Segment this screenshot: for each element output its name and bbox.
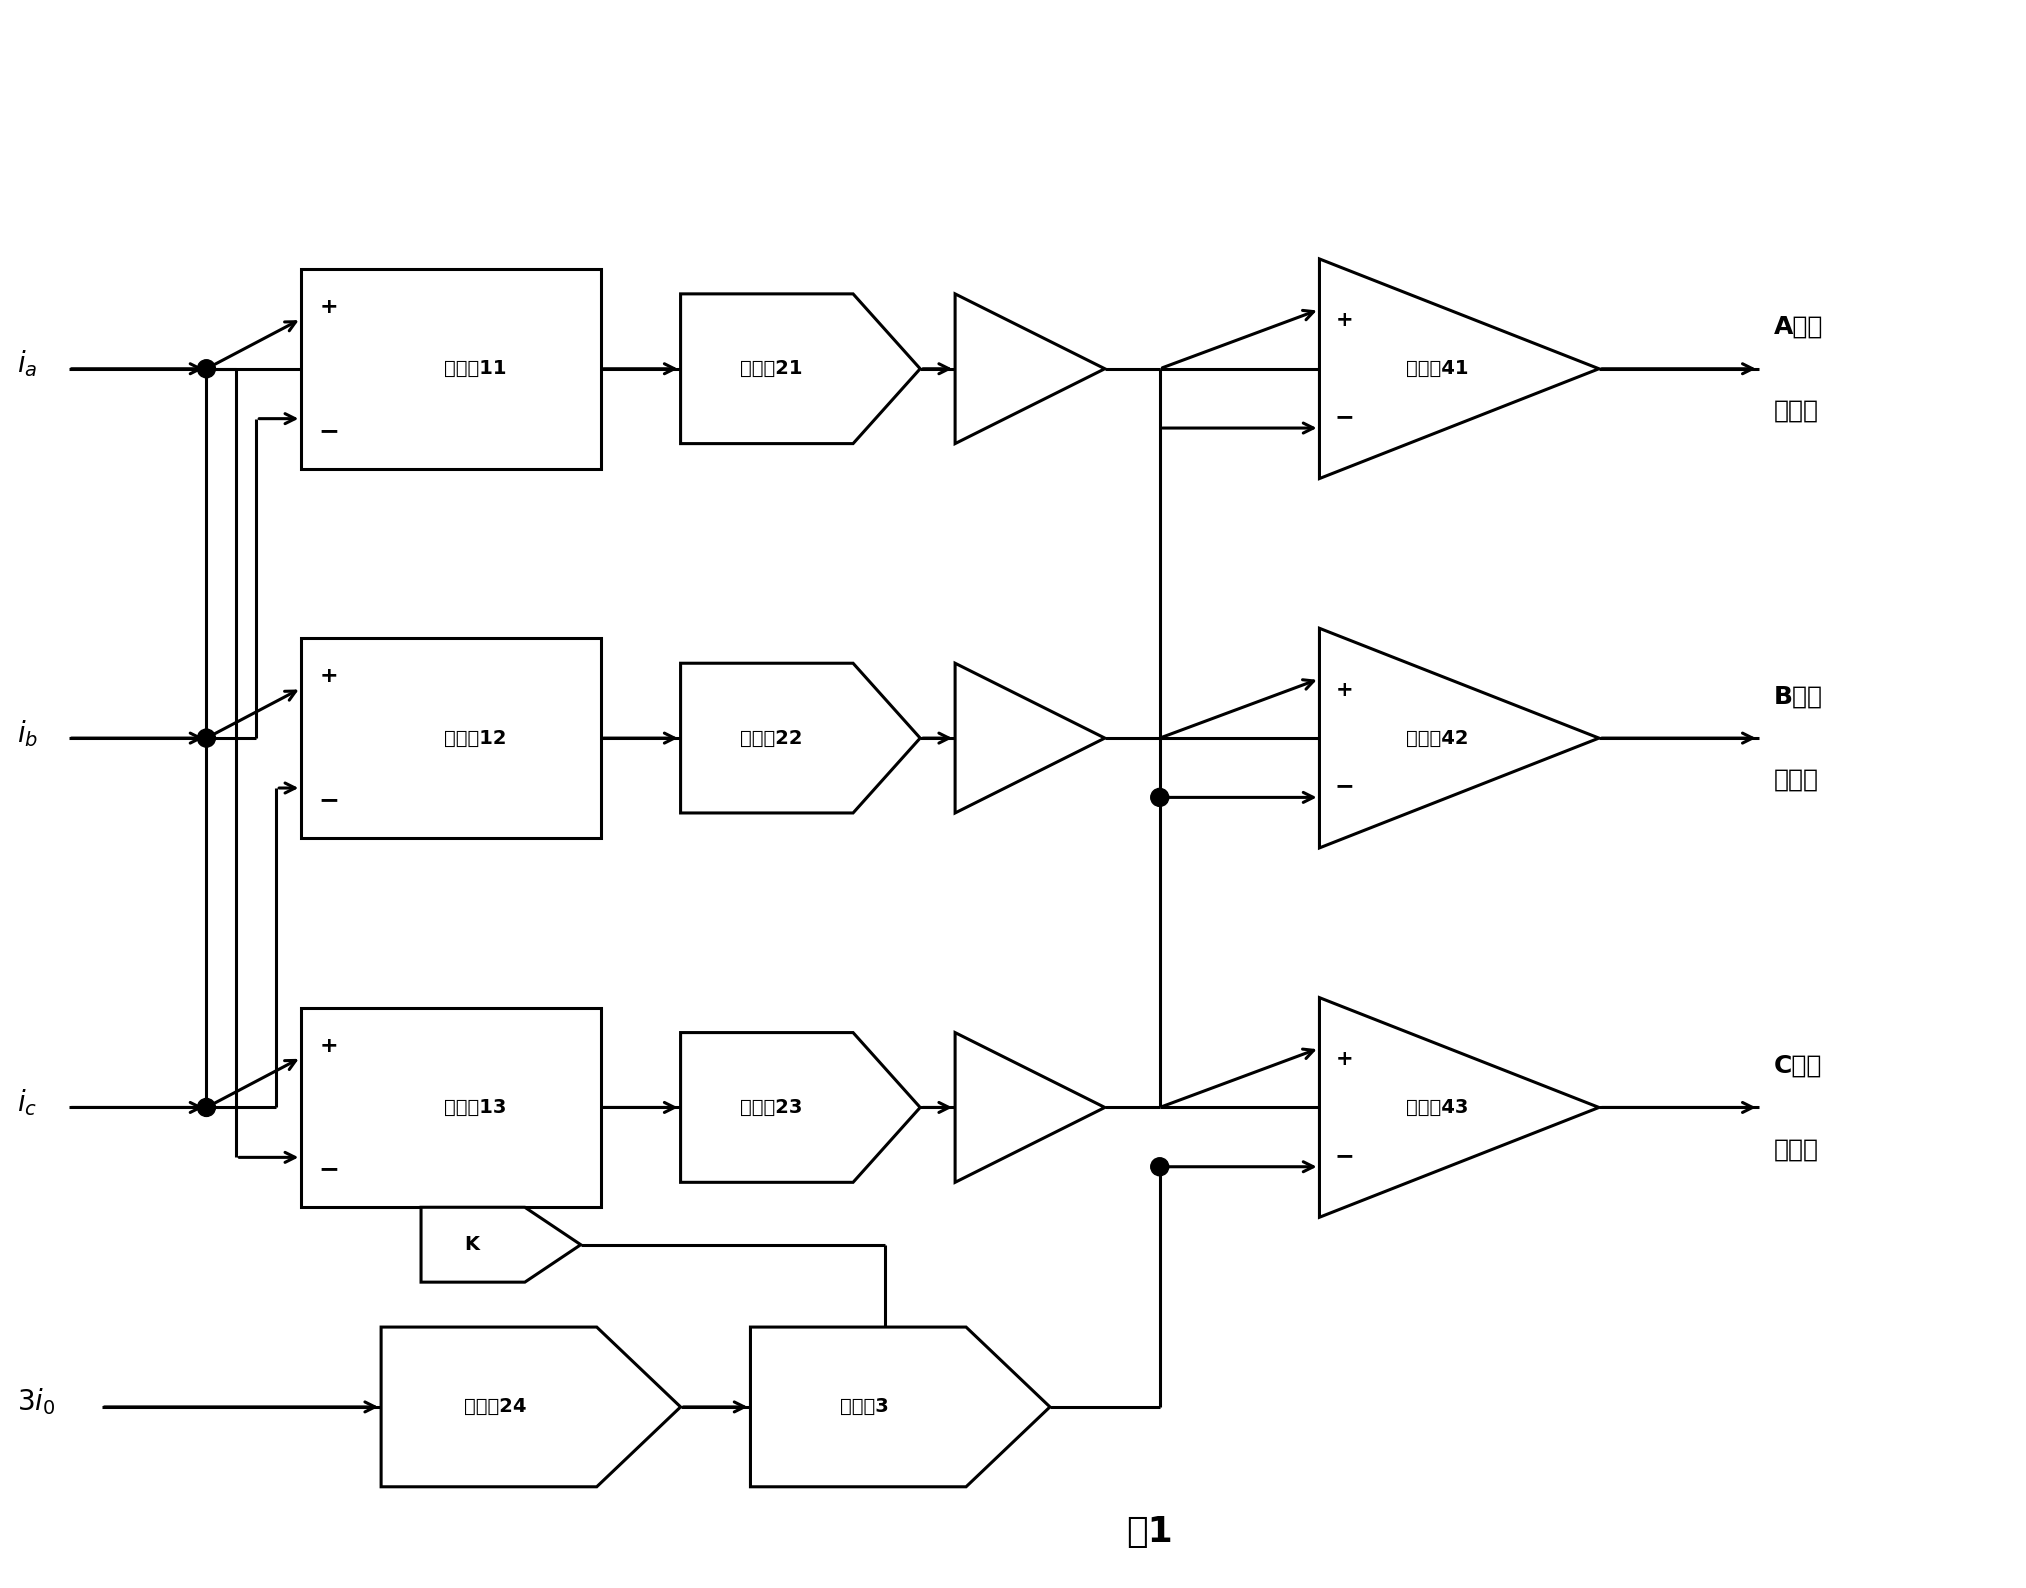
Text: B相制: B相制 (1773, 684, 1823, 708)
Polygon shape (1319, 997, 1599, 1218)
Text: +: + (320, 667, 338, 686)
Text: 减法妒12: 减法妒12 (444, 729, 506, 748)
Text: 图1: 图1 (1126, 1515, 1173, 1548)
Text: $i_b$: $i_b$ (16, 718, 38, 748)
Text: −: − (318, 788, 340, 811)
Text: 动信号: 动信号 (1773, 399, 1819, 422)
Text: 比较妒43: 比较妒43 (1406, 1097, 1469, 1116)
Text: 减法妒13: 减法妒13 (444, 1097, 506, 1116)
Bar (302, 638, 602, 838)
Polygon shape (1319, 629, 1599, 848)
Text: 减法妒11: 减法妒11 (444, 359, 506, 378)
Circle shape (197, 729, 215, 746)
Text: $i_c$: $i_c$ (16, 1088, 36, 1118)
Text: 乘法妒3: 乘法妒3 (841, 1397, 889, 1416)
Polygon shape (1319, 259, 1599, 478)
Text: K: K (464, 1235, 480, 1255)
Text: 滤波妒21: 滤波妒21 (739, 359, 802, 378)
Circle shape (197, 1099, 215, 1116)
Bar (302, 268, 602, 468)
Circle shape (1151, 788, 1169, 807)
Polygon shape (954, 664, 1104, 813)
Text: A相制: A相制 (1773, 314, 1823, 338)
Text: 动信号: 动信号 (1773, 769, 1819, 792)
Bar (302, 1008, 602, 1207)
Text: 比较妒41: 比较妒41 (1406, 359, 1469, 378)
Text: +: + (1335, 680, 1353, 700)
Text: −: − (1335, 405, 1353, 429)
Text: +: + (320, 1035, 338, 1056)
Text: $3i_0$: $3i_0$ (16, 1386, 55, 1418)
Text: $i_a$: $i_a$ (16, 348, 36, 380)
Text: 滤波妒24: 滤波妒24 (464, 1397, 527, 1416)
Text: 动信号: 动信号 (1773, 1137, 1819, 1161)
Circle shape (1151, 1158, 1169, 1175)
Polygon shape (681, 294, 920, 443)
Text: 滤波妒23: 滤波妒23 (739, 1097, 802, 1116)
Polygon shape (681, 664, 920, 813)
Text: −: − (1335, 1143, 1353, 1167)
Text: +: + (320, 297, 338, 318)
Text: −: − (318, 1158, 340, 1181)
Text: 滤波妒22: 滤波妒22 (739, 729, 802, 748)
Polygon shape (421, 1207, 581, 1282)
Text: −: − (1335, 775, 1353, 799)
Text: −: − (318, 419, 340, 443)
Text: +: + (1335, 310, 1353, 330)
Text: C相制: C相制 (1773, 1053, 1821, 1078)
Text: +: + (1335, 1050, 1353, 1069)
Polygon shape (750, 1328, 1049, 1486)
Polygon shape (681, 1032, 920, 1183)
Polygon shape (954, 1032, 1104, 1183)
Text: 比较妒42: 比较妒42 (1406, 729, 1469, 748)
Polygon shape (381, 1328, 681, 1486)
Polygon shape (954, 294, 1104, 443)
Circle shape (197, 360, 215, 378)
